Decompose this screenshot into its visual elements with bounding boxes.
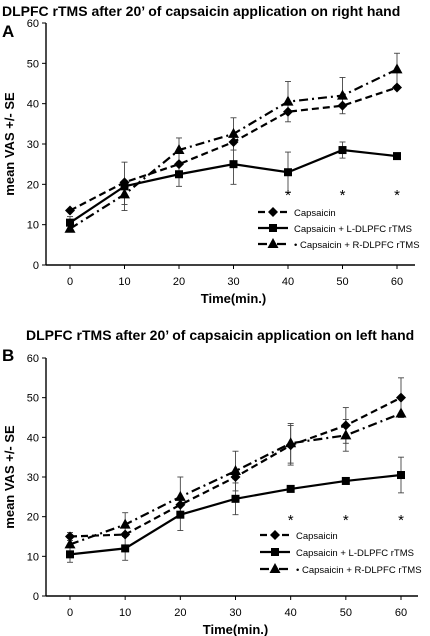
chart-b-y-tick-label: 20: [27, 512, 39, 524]
panel-a-title: DLPFC rTMS after 20’ of capsaicin applic…: [2, 3, 401, 19]
chart-a-point-triangle: [119, 188, 130, 199]
chart-a-legend-label: Capsaicin + L-DLPFC rTMS: [294, 224, 412, 235]
chart-b-legend-label: Capsaicin + L-DLPFC rTMS: [296, 548, 414, 559]
chart-b-point-square: [397, 471, 405, 480]
chart-a-x-tick-label: 20: [173, 276, 185, 288]
chart-a-significance-star: *: [340, 187, 346, 204]
chart-b-y-tick-label: 10: [27, 551, 39, 563]
chart-b-significance-star: *: [398, 512, 404, 529]
chart-b-point-triangle: [285, 437, 297, 448]
chart-b-point-triangle: [340, 429, 352, 440]
chart-a-point-diamond: [228, 136, 239, 147]
chart-b-x-tick-label: 0: [67, 607, 73, 619]
chart-a-y-tick-label: 30: [27, 139, 39, 151]
chart-b-x-tick-label: 50: [340, 607, 352, 619]
chart-a-x-tick-label: 0: [67, 276, 73, 288]
chart-a: 0 10 20 30 40 50 60 0 10 20 30 40 50 60 Time(min.) mean…: [2, 18, 420, 306]
chart-a-significance-star: *: [285, 187, 291, 204]
chart-b-x-axis-label: Time(min.): [203, 622, 269, 636]
chart-b-point-diamond: [396, 392, 406, 403]
chart-b-point-square: [121, 544, 130, 553]
chart-a-point-square: [66, 218, 74, 227]
chart-a-x-tick-label: 10: [118, 276, 130, 288]
chart-b-x-tick-label: 60: [395, 607, 407, 619]
chart-a-point-triangle: [64, 222, 76, 233]
chart-a-point-triangle: [282, 95, 294, 106]
chart-a-point-square: [284, 168, 292, 177]
chart-b-point-diamond: [120, 529, 131, 540]
chart-b-point-square: [286, 484, 295, 493]
panel-b-title: DLPFC rTMS after 20’ of capsaicin applic…: [26, 327, 415, 343]
chart-b-point-triangle: [395, 407, 407, 418]
chart-b-x-tick-label: 10: [119, 607, 131, 619]
panel-b-letter: B: [2, 346, 15, 365]
chart-b-y-tick-label: 50: [27, 393, 39, 405]
chart-b-legend-marker: [271, 548, 279, 556]
chart-a-y-axis-label: mean VAS +/- SE: [2, 92, 17, 196]
chart-b-point-square: [66, 550, 74, 559]
chart-b-legend-label: • Capsaicin + R-DLPFC rTMS: [296, 565, 422, 576]
chart-b-legend-marker: [270, 530, 280, 540]
chart-b-x-tick-label: 40: [285, 607, 297, 619]
chart-a-legend-label: • Capsaicin + R-DLPFC rTMS: [294, 240, 420, 251]
chart-b-point-triangle: [230, 465, 241, 476]
chart-a-y-tick-label: 60: [27, 18, 39, 30]
chart-b-y-tick-label: 60: [27, 353, 39, 365]
chart-a-point-diamond: [283, 106, 293, 117]
chart-b-legend-label: Capsaicin: [296, 531, 338, 542]
chart-a-x-axis-label: Time(min.): [201, 291, 267, 306]
chart-b-point-triangle: [174, 490, 186, 501]
chart-b-point-square: [341, 476, 350, 485]
chart-a-y-tick-label: 10: [27, 220, 39, 232]
chart-b-legend-marker: [269, 563, 281, 573]
chart-a-legend-label: Capsaicin: [294, 208, 336, 219]
chart-a-significance-star: *: [394, 187, 400, 204]
chart-a-point-diamond: [392, 82, 402, 93]
chart-b-y-tick-label: 30: [27, 472, 39, 484]
chart-a-point-triangle: [173, 144, 185, 155]
chart-a-x-tick-label: 50: [336, 276, 348, 288]
chart-a-x-tick-label: 30: [227, 276, 239, 288]
chart-b-point-diamond: [175, 499, 186, 510]
chart-a-x-tick-label: 40: [282, 276, 294, 288]
chart-b-significance-star: *: [288, 512, 294, 529]
chart-a-point-square: [338, 146, 347, 155]
chart-a-point-diamond: [174, 159, 184, 170]
chart-a-point-square: [175, 170, 183, 179]
chart-a-y-tick-label: 0: [33, 260, 39, 272]
chart-b-point-square: [176, 510, 185, 519]
chart-a-legend-marker: [269, 224, 277, 232]
chart-a-point-diamond: [65, 205, 75, 216]
chart-a-y-tick-label: 40: [27, 99, 39, 111]
chart-a-y-tick-label: 50: [27, 58, 39, 70]
chart-b-point-triangle: [64, 538, 76, 549]
chart-b-y-tick-label: 0: [33, 591, 39, 603]
chart-a-legend-marker: [267, 238, 279, 248]
chart-b-x-tick-label: 20: [174, 607, 186, 619]
chart-b-point-triangle: [119, 518, 131, 529]
chart-a-point-triangle: [337, 89, 348, 100]
chart-b-y-tick-label: 40: [27, 432, 39, 444]
chart-a-point-square: [393, 152, 401, 161]
chart-b-point-diamond: [340, 420, 351, 431]
chart-b-point-diamond: [65, 531, 75, 542]
chart-a-x-tick-label: 60: [391, 276, 403, 288]
chart-a-y-tick-label: 20: [27, 179, 39, 191]
chart-a-point-square: [120, 182, 129, 191]
chart-a-point-triangle: [391, 63, 403, 74]
chart-b-x-tick-label: 30: [229, 607, 241, 619]
chart-b-point-square: [231, 494, 240, 503]
chart-a-point-triangle: [228, 127, 239, 138]
chart-a-point-diamond: [337, 100, 348, 111]
chart-b-significance-star: *: [343, 512, 349, 529]
chart-b-y-axis-label: mean VAS +/- SE: [2, 425, 17, 529]
panel-a-letter: A: [2, 22, 15, 41]
chart-a-legend-marker: [268, 207, 278, 217]
chart-a-point-square: [229, 160, 238, 169]
